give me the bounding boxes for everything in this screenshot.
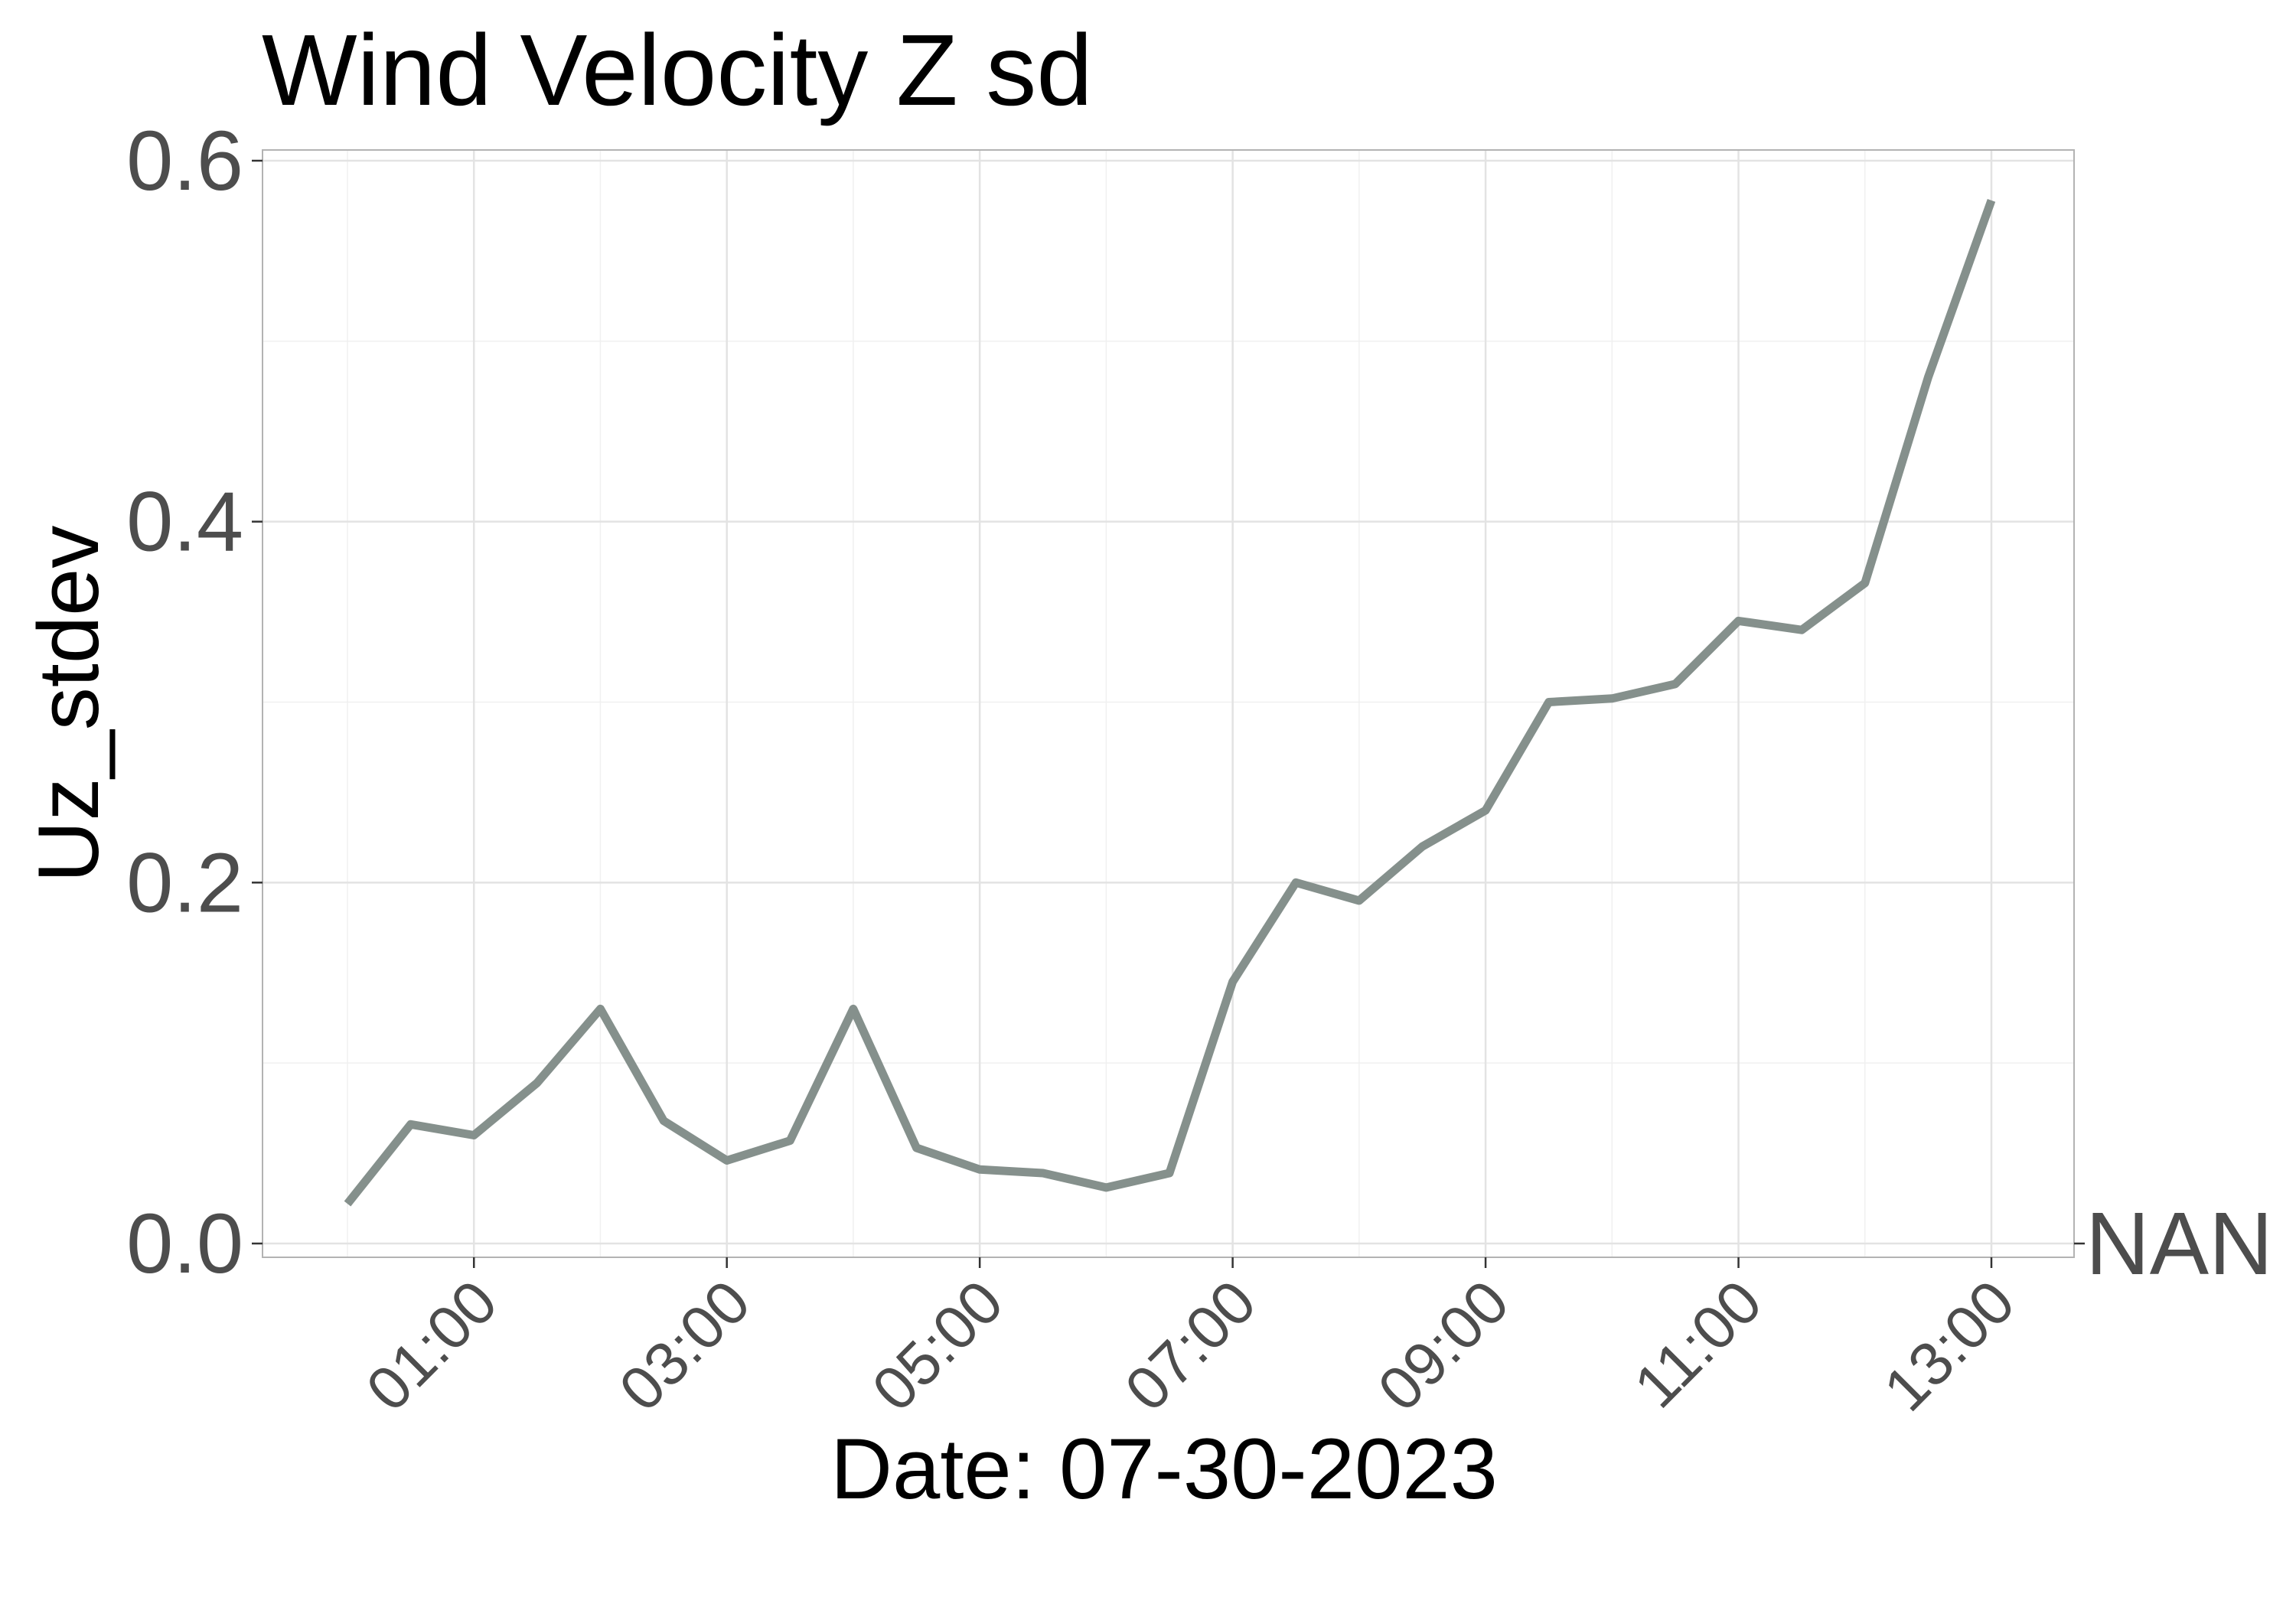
y-tick-label: 0.6	[126, 114, 243, 208]
series-layer	[344, 199, 1996, 1207]
y-tick-label: 0.2	[126, 836, 243, 930]
y-tick-label: 0.4	[126, 475, 243, 569]
major-gridlines	[263, 150, 2074, 1257]
y-tick-labels: 0.0 0.2 0.4 0.6	[126, 114, 243, 1291]
minor-gridlines	[263, 150, 2074, 1257]
y-axis-title: Uz_stdev	[21, 526, 116, 883]
axis-ticks	[252, 159, 2085, 1268]
y-tick-label: 0.0	[126, 1197, 243, 1291]
chart-title: Wind Velocity Z sd	[262, 14, 1093, 126]
x-axis-title: Date: 07-30-2023	[830, 1421, 1498, 1517]
nan-label: NAN	[2086, 1194, 2273, 1293]
plot-panel-border	[262, 149, 2075, 1258]
